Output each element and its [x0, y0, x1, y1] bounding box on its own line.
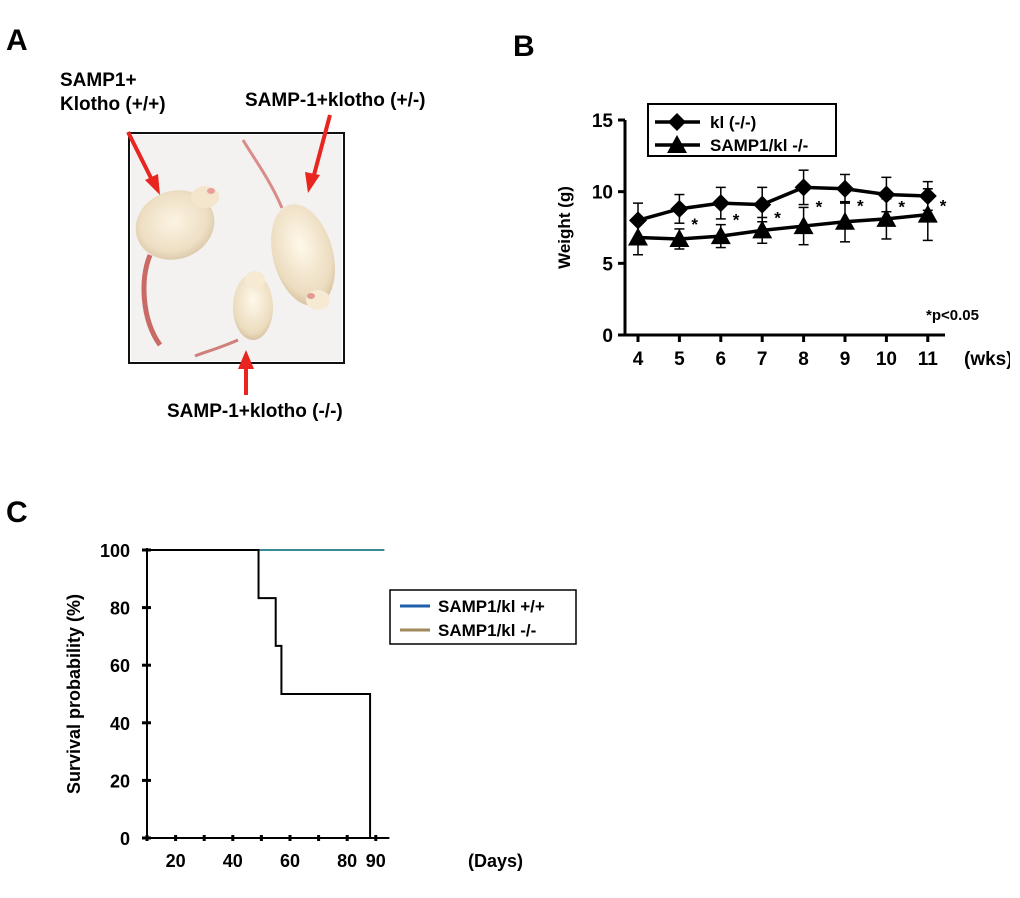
- x-tick-label: 8: [798, 349, 809, 370]
- data-point-diamond: [836, 179, 854, 198]
- y-tick-label: 10: [592, 183, 613, 204]
- y-tick-label: 0: [120, 829, 130, 849]
- label-wild-type-line1: SAMP1+: [60, 70, 137, 91]
- weight-chart-series: * * * * * * * *p<0.05: [628, 169, 979, 324]
- x-tick-label: 9: [840, 349, 851, 370]
- x-tick-label: 80: [337, 851, 357, 871]
- data-point-triangle: [628, 227, 648, 246]
- data-point-diamond: [670, 199, 689, 218]
- y-tick-label: 100: [100, 541, 130, 561]
- mouse-ear: [207, 188, 215, 194]
- x-tick-label: 5: [674, 349, 685, 370]
- x-tick-label: 20: [166, 851, 186, 871]
- legend-box: [389, 589, 577, 645]
- panel-a-photo: [126, 114, 345, 395]
- data-point-triangle: [917, 204, 938, 223]
- data-point-diamond: [711, 194, 730, 213]
- weight-chart-legend: kl (-/-) SAMP1/kl -/-: [647, 103, 837, 157]
- x-tick-label: 7: [757, 349, 768, 370]
- data-point-diamond: [794, 178, 813, 197]
- significance-star: *: [898, 198, 905, 217]
- significance-note: *p<0.05: [926, 307, 979, 324]
- mouse-tail: [141, 254, 163, 347]
- x-tick-label: 11: [918, 349, 939, 370]
- survival-chart-series: [147, 549, 385, 838]
- legend-label: kl (-/-): [710, 113, 756, 132]
- significance-star: *: [857, 196, 864, 215]
- label-heterozygous: SAMP-1+klotho (+/-): [245, 90, 426, 111]
- legend-label: SAMP1/kl -/-: [438, 621, 536, 640]
- data-point-triangle: [667, 135, 687, 153]
- panel-letter-a: A: [6, 24, 28, 57]
- annotation-arrows: [126, 114, 332, 395]
- x-tick-label: 40: [223, 851, 243, 871]
- mouse-tail: [241, 139, 284, 209]
- significance-star: *: [733, 211, 740, 230]
- mouse-ear: [307, 293, 315, 299]
- mouse-head: [245, 271, 265, 289]
- x-tick-label: 10: [876, 349, 897, 370]
- label-wild-type-line2: Klotho (+/+): [60, 94, 166, 115]
- data-point-diamond: [668, 113, 686, 131]
- y-tick-label: 0: [602, 326, 613, 347]
- data-point-diamond: [753, 195, 772, 214]
- data-point-triangle: [876, 208, 897, 227]
- data-point-triangle: [835, 211, 855, 230]
- y-tick-label: 5: [602, 254, 613, 275]
- data-point-triangle: [752, 220, 773, 239]
- mouse-body-wild-type: [135, 190, 215, 260]
- survival-chart-axes: 0 20 40 60 80 100 20 40 60 80 90 (Days) Survival pro…: [64, 541, 523, 871]
- mouse-body-heterozygous: [271, 204, 335, 306]
- y-tick-label: 40: [110, 714, 130, 734]
- panel-letter-b: B: [513, 30, 535, 63]
- mouse-head: [306, 290, 330, 310]
- y-tick-label: 20: [110, 771, 130, 791]
- label-knockout: SAMP-1+klotho (-/-): [167, 401, 343, 422]
- x-tick-label: 4: [633, 349, 644, 370]
- x-axis-unit: (Days): [468, 851, 523, 871]
- significance-star: *: [940, 196, 947, 215]
- y-tick-label: 80: [110, 599, 130, 619]
- data-point-triangle: [710, 226, 731, 245]
- series-line: [637, 212, 928, 241]
- mouse-head: [191, 186, 219, 208]
- arrow-wild-type: [126, 131, 154, 181]
- x-tick-label: 6: [716, 349, 727, 370]
- survival-chart-legend: SAMP1/kl +/+ SAMP1/kl -/-: [389, 589, 577, 645]
- data-point-triangle: [793, 216, 814, 235]
- legend-label: SAMP1/kl +/+: [438, 597, 545, 616]
- arrow-heterozygous: [312, 114, 332, 176]
- panel-letter-c: C: [6, 496, 28, 529]
- data-point-triangle: [669, 228, 690, 247]
- y-axis-label: Survival probability (%): [64, 594, 84, 794]
- legend-label: SAMP1/kl -/-: [710, 136, 808, 155]
- significance-star: *: [774, 208, 781, 227]
- arrow-head: [238, 350, 254, 369]
- x-tick-label: 90: [366, 851, 386, 871]
- significance-star: *: [691, 215, 698, 234]
- survival-chart: 0 20 40 60 80 100 20 40 60 80 90 (Days) Survival pro…: [64, 541, 577, 871]
- weight-chart-axes: 0 5 10 15 4 5 6 7 8 9 10 11 (wks) Weight (g): [555, 111, 1010, 370]
- x-axis-unit: (wks): [964, 349, 1010, 370]
- mouse-body-knockout: [233, 274, 273, 340]
- arrow-head: [305, 172, 320, 193]
- significance-star: *: [816, 198, 823, 217]
- y-tick-label: 15: [592, 111, 614, 132]
- mouse-tail: [194, 338, 239, 358]
- x-tick-label: 60: [280, 851, 300, 871]
- arrow-head: [145, 174, 160, 195]
- survival-curve: [147, 549, 372, 838]
- y-axis-label: Weight (g): [555, 186, 574, 269]
- y-tick-label: 60: [110, 656, 130, 676]
